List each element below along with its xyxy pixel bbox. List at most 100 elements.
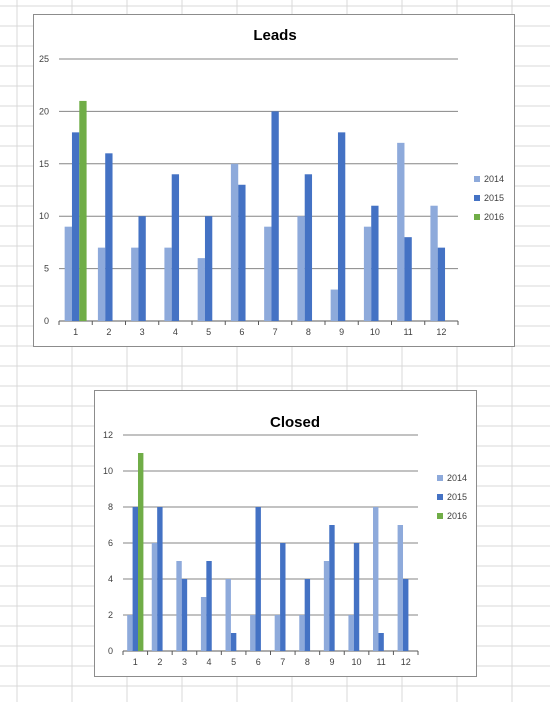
leads-legend-label: 2014 <box>484 174 504 184</box>
leads-bar-2016-1[interactable] <box>79 100 87 321</box>
closed-legend-label: 2014 <box>447 473 467 483</box>
leads-y-tick-label: 15 <box>39 159 49 169</box>
closed-bar-2014-7[interactable] <box>274 615 281 651</box>
leads-bar-2014-8[interactable] <box>297 216 305 321</box>
leads-bar-2015-6[interactable] <box>238 184 246 321</box>
closed-x-tick-label: 5 <box>231 657 236 667</box>
closed-bar-2015-2[interactable] <box>157 507 163 651</box>
leads-bar-2015-11[interactable] <box>404 237 412 321</box>
leads-x-tick-label: 8 <box>306 327 311 337</box>
leads-y-tick-label: 25 <box>39 54 49 64</box>
leads-bar-2014-12[interactable] <box>430 205 438 321</box>
closed-x-tick-label: 7 <box>280 657 285 667</box>
closed-bar-2015-8[interactable] <box>304 579 311 651</box>
closed-bar-2014-11[interactable] <box>373 507 379 651</box>
leads-x-tick-label: 1 <box>73 327 78 337</box>
closed-legend-swatch <box>437 513 443 519</box>
leads-bar-2015-3[interactable] <box>138 216 146 321</box>
leads-x-tick-label: 7 <box>273 327 278 337</box>
closed-x-tick-label: 8 <box>305 657 310 667</box>
leads-bar-2015-9[interactable] <box>337 132 346 321</box>
closed-y-tick-label: 4 <box>108 574 113 584</box>
leads-x-tick-label: 5 <box>206 327 211 337</box>
closed-bar-2014-6[interactable] <box>250 615 256 651</box>
closed-y-tick-label: 12 <box>103 430 113 440</box>
closed-x-tick-label: 3 <box>182 657 187 667</box>
closed-y-tick-label: 0 <box>108 646 113 656</box>
leads-bar-2015-5[interactable] <box>204 216 213 321</box>
leads-x-tick-label: 3 <box>140 327 145 337</box>
closed-bar-2015-5[interactable] <box>230 633 237 651</box>
closed-x-tick-label: 6 <box>256 657 261 667</box>
closed-bar-2015-3[interactable] <box>181 579 188 651</box>
leads-bar-2014-4[interactable] <box>164 247 172 321</box>
closed-bar-2014-12[interactable] <box>397 525 404 651</box>
closed-legend-swatch <box>437 494 443 500</box>
closed-legend-label: 2016 <box>447 511 467 521</box>
leads-bar-2014-9[interactable] <box>330 289 338 321</box>
closed-x-tick-label: 4 <box>207 657 212 667</box>
leads-chart-title: Leads <box>253 27 296 44</box>
leads-chart[interactable]: Leads 0 5 10 15 20 25 1 2 3 4 5 6 7 8 9 10 11 12 2014 2015 2… <box>33 14 515 347</box>
closed-bar-2015-7[interactable] <box>280 543 286 651</box>
leads-legend-label: 2016 <box>484 212 504 222</box>
leads-bar-2014-5[interactable] <box>197 258 205 321</box>
leads-x-tick-label: 12 <box>436 327 446 337</box>
closed-bar-2014-8[interactable] <box>299 615 305 651</box>
leads-x-tick-label: 10 <box>370 327 380 337</box>
closed-legend-label: 2015 <box>447 492 467 502</box>
leads-y-tick-label: 5 <box>44 264 49 274</box>
closed-y-tick-label: 2 <box>108 610 113 620</box>
closed-bar-2014-1[interactable] <box>127 615 133 651</box>
closed-bar-2015-6[interactable] <box>255 507 261 651</box>
leads-y-tick-label: 20 <box>39 106 49 116</box>
leads-bar-2014-1[interactable] <box>64 226 72 321</box>
closed-bar-2015-11[interactable] <box>378 633 384 651</box>
leads-bar-2015-1[interactable] <box>71 132 80 321</box>
closed-bar-2015-1[interactable] <box>132 507 138 651</box>
closed-y-tick-label: 10 <box>103 466 113 476</box>
leads-legend-swatch <box>474 214 480 220</box>
closed-x-tick-label: 12 <box>401 657 411 667</box>
leads-y-tick-label: 0 <box>44 316 49 326</box>
closed-bar-2014-10[interactable] <box>348 615 354 651</box>
closed-y-tick-label: 8 <box>108 502 113 512</box>
leads-bar-2015-4[interactable] <box>171 174 180 321</box>
closed-x-tick-label: 10 <box>352 657 362 667</box>
closed-legend-swatch <box>437 475 443 481</box>
closed-x-tick-label: 11 <box>376 657 385 667</box>
leads-bar-2015-2[interactable] <box>105 153 113 321</box>
closed-chart-title: Closed <box>270 414 320 431</box>
closed-bar-2014-4[interactable] <box>200 597 207 651</box>
leads-x-tick-label: 2 <box>106 327 111 337</box>
closed-bar-2014-3[interactable] <box>176 561 182 651</box>
leads-bar-2014-2[interactable] <box>97 247 106 321</box>
closed-bar-2016-1[interactable] <box>137 453 144 651</box>
leads-x-tick-label: 11 <box>403 327 412 337</box>
closed-bar-2015-10[interactable] <box>353 543 360 651</box>
leads-bar-2014-10[interactable] <box>363 226 372 321</box>
closed-bar-2015-4[interactable] <box>206 561 212 651</box>
leads-legend-swatch <box>474 176 480 182</box>
closed-bar-2014-9[interactable] <box>323 561 330 651</box>
leads-bar-2014-7[interactable] <box>264 226 272 321</box>
leads-x-tick-label: 6 <box>239 327 244 337</box>
leads-y-tick-label: 10 <box>39 211 49 221</box>
closed-bar-2014-5[interactable] <box>225 579 231 651</box>
closed-bar-2015-9[interactable] <box>329 525 335 651</box>
leads-bar-2014-6[interactable] <box>230 163 239 321</box>
leads-legend-swatch <box>474 195 480 201</box>
leads-bar-2014-11[interactable] <box>397 142 405 321</box>
leads-x-tick-label: 9 <box>339 327 344 337</box>
leads-bar-2015-7[interactable] <box>271 111 279 322</box>
leads-bar-2015-10[interactable] <box>371 205 379 321</box>
closed-bar-2015-12[interactable] <box>403 579 409 651</box>
leads-bar-2015-8[interactable] <box>304 174 313 321</box>
closed-bar-2014-2[interactable] <box>151 543 158 651</box>
leads-x-tick-label: 4 <box>173 327 178 337</box>
leads-bar-2014-3[interactable] <box>131 247 139 321</box>
leads-bar-2015-12[interactable] <box>437 247 446 321</box>
closed-chart[interactable]: Closed 0 2 4 6 8 10 12 1 2 3 4 5 6 7 8 9 10 11 12 2014 2015 2… <box>94 390 477 677</box>
closed-x-tick-label: 9 <box>329 657 334 667</box>
